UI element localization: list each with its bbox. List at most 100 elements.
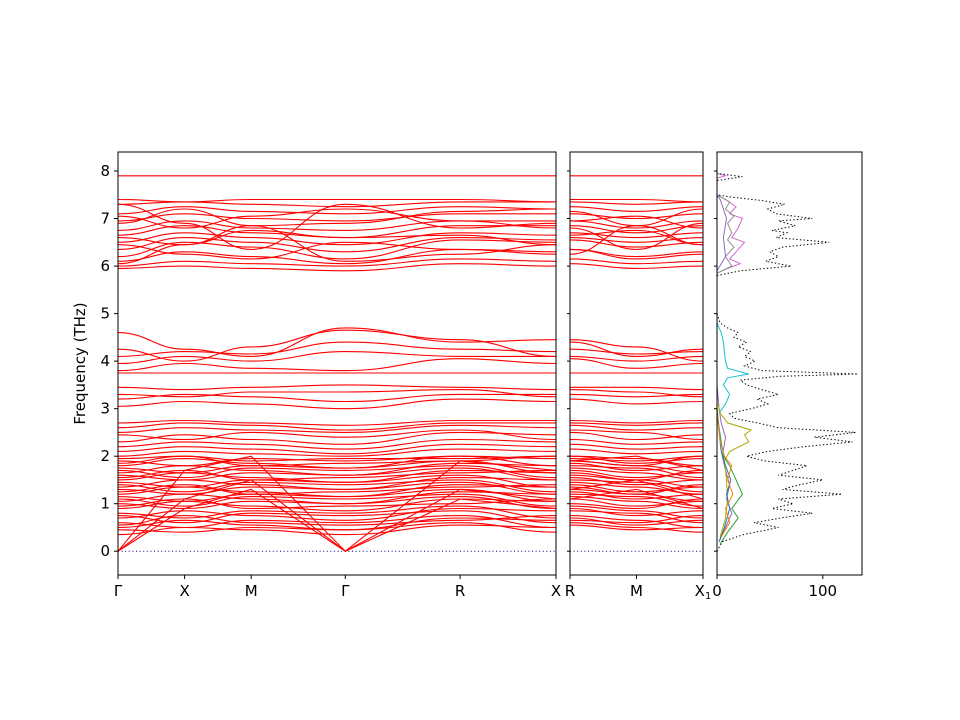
band-line [569,232,704,239]
band-line [117,493,557,507]
y-tick-label: 1 [100,495,110,513]
band-line [117,198,557,203]
dos-panel [716,172,858,552]
band-line [117,448,557,457]
band-line [569,431,704,441]
band-line [569,522,704,533]
band-line [117,419,556,426]
y-axis-label: Frequency (THz) [71,302,89,424]
band-line [569,481,704,495]
band-line [117,484,557,495]
band-line [117,474,557,488]
band-line [569,389,704,398]
x-tick-label-main: R [455,582,465,600]
band-line [117,232,557,246]
band-line [569,465,704,479]
band-line [117,225,556,239]
band-line [117,206,557,215]
band-line [117,467,557,481]
band-line [569,438,704,445]
mini-band-panel [569,175,704,552]
band-line [569,206,704,212]
band-line [117,239,557,260]
band-line [117,496,557,510]
band-line [569,498,704,507]
band-line [570,386,704,391]
x-tick-label-main: X [551,582,561,600]
band-line [117,422,557,431]
band-line [117,241,557,260]
band-line [569,239,704,248]
band-line [569,443,704,450]
partial-dos-curve-pink [716,172,746,274]
band-line [569,469,704,479]
band-line [569,424,704,431]
band-line [117,393,556,403]
band-line [569,198,704,203]
band-line [569,505,704,519]
band-line [569,419,704,424]
band-line [569,455,704,467]
x-tick-label-main: Γ [341,582,350,600]
band-line [569,462,704,471]
band-line [569,455,704,467]
y-tick-label: 7 [100,210,110,228]
partial-dos-curve-green [716,408,743,545]
x-tick-label-mini: M [630,582,643,600]
main-panel-border [117,151,557,576]
y-tick-label: 5 [100,305,110,323]
band-line [569,229,704,246]
y-tick-label: 8 [100,162,110,180]
band-line [569,237,704,243]
band-line [117,398,557,410]
y-tick-label: 6 [100,257,110,275]
band-line [117,455,557,467]
band-line [117,229,557,246]
band-line [569,220,704,229]
band-line [569,215,704,229]
band-line [117,515,557,529]
band-line [117,481,557,495]
band-line [569,455,704,464]
total-dos-curve [716,172,858,552]
band-line [569,358,704,369]
band-line [117,498,557,510]
band-line [569,258,704,265]
band-line [569,341,704,357]
x-tick-label-mini: R [565,582,575,600]
band-line [569,484,704,493]
band-line [569,222,704,250]
band-line [117,201,556,208]
band-line [569,448,704,455]
band-line [117,517,557,531]
band-line [117,479,557,493]
band-line [569,393,704,398]
band-line [569,517,704,526]
x-tick-label-mini: X1 [695,582,712,602]
band-line [117,203,557,250]
band-line [569,510,704,524]
band-line [569,515,704,529]
band-line [569,248,704,260]
band-line [117,515,557,526]
band-line [117,389,557,398]
band-line [569,455,704,462]
band-line [117,358,557,372]
x-tick-label-dos: 100 [808,582,837,600]
band-line [569,398,704,405]
band-line [117,327,557,357]
band-line [117,424,557,433]
band-line [569,467,704,481]
band-line [569,429,704,441]
band-line [569,355,704,362]
band-line [569,515,704,524]
x-tick-label-main: X [179,582,189,600]
band-line [117,208,557,229]
band-line [569,484,704,495]
band-line [569,496,704,510]
band-line [569,213,704,220]
band-line [569,422,704,426]
